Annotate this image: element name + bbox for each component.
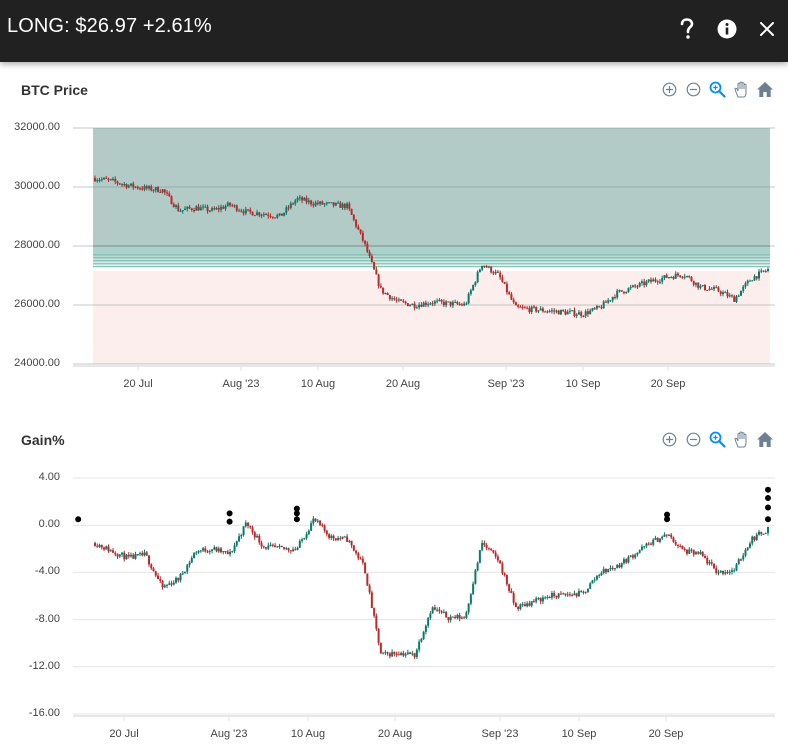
hand-icon <box>733 81 746 97</box>
y-tick-label: -8.00 <box>34 612 60 625</box>
zoom-out-button[interactable] <box>684 430 702 448</box>
candles <box>94 516 769 659</box>
y-tick-label: -16.00 <box>28 707 60 719</box>
close-icon <box>760 22 774 36</box>
y-tick-label: -4.00 <box>34 565 60 578</box>
x-tick-label: 20 Sep <box>648 728 684 740</box>
x-tick-label: Sep '23 <box>487 378 525 390</box>
x-tick-label: Sep '23 <box>481 728 519 740</box>
x-tick-label: Aug '23 <box>210 728 248 740</box>
signal-markers <box>75 486 771 525</box>
gain-panel: Gain% 4.00 0.00 -4.00 -8.00 -12.00 -16.00 20 … <box>0 412 788 753</box>
header-actions <box>676 16 778 42</box>
pan-button[interactable] <box>732 430 750 448</box>
magnifier-icon <box>709 431 726 448</box>
magnifier-icon <box>709 81 726 98</box>
reset-button[interactable] <box>756 80 774 98</box>
signal-marker[interactable] <box>765 504 771 511</box>
close-button[interactable] <box>756 16 778 42</box>
signal-marker[interactable] <box>293 505 300 512</box>
question-icon <box>680 18 694 39</box>
chart-title: Gain% <box>21 432 65 448</box>
help-button[interactable] <box>676 16 698 42</box>
zoom-in-icon <box>662 82 676 96</box>
zoom-out-icon <box>686 432 700 446</box>
signal-marker[interactable] <box>226 518 233 525</box>
y-tick-label: 30000.00 <box>14 180 60 192</box>
y-tick-label: 28000.00 <box>14 239 60 251</box>
btc-price-panel: BTC Price 32000.00 30000.00 28000.00 26000.… <box>0 62 788 412</box>
selection-zoom-button[interactable] <box>708 430 726 448</box>
price-chart-plot[interactable] <box>0 62 788 412</box>
home-icon <box>757 431 773 447</box>
signal-marker[interactable] <box>664 511 671 518</box>
home-icon <box>757 81 773 97</box>
x-tick-label: 20 Aug <box>385 378 421 390</box>
candles <box>94 175 769 319</box>
x-tick-label: 20 Sep <box>650 378 686 390</box>
y-tick-label: 24000.00 <box>14 357 60 369</box>
y-tick-label: 26000.00 <box>14 298 60 310</box>
y-tick-label: 32000.00 <box>14 121 60 133</box>
zoom-out-icon <box>686 82 700 96</box>
signal-marker[interactable] <box>664 516 671 523</box>
x-tick-label: 10 Aug <box>290 728 326 740</box>
x-tick-label: 20 Jul <box>123 378 153 390</box>
position-title: LONG: $26.97 +2.61% <box>7 15 212 37</box>
info-icon <box>717 19 737 39</box>
zoom-in-button[interactable] <box>660 80 678 98</box>
x-tick-label: 10 Aug <box>300 378 336 390</box>
chart-toolbar <box>660 80 774 98</box>
x-tick-label: 10 Sep <box>565 378 601 390</box>
app-header: LONG: $26.97 +2.61% <box>0 0 788 62</box>
y-tick-label: 4.00 <box>38 471 60 483</box>
x-tick-label: 20 Aug <box>377 728 413 740</box>
signal-marker[interactable] <box>226 510 233 517</box>
reset-button[interactable] <box>756 430 774 448</box>
x-tick-label: Aug '23 <box>222 378 260 390</box>
selection-zoom-button[interactable] <box>708 80 726 98</box>
loss-zone <box>93 271 770 364</box>
pan-button[interactable] <box>732 80 750 98</box>
y-tick-label: -12.00 <box>28 659 60 672</box>
chart-toolbar <box>660 430 774 448</box>
y-tick-label: 0.00 <box>38 518 60 531</box>
signal-marker[interactable] <box>765 516 771 523</box>
signal-marker[interactable] <box>293 510 300 517</box>
chart-title: BTC Price <box>21 82 88 98</box>
info-button[interactable] <box>716 16 738 42</box>
x-tick-label: 20 Jul <box>109 728 139 740</box>
x-tick-label: 10 Sep <box>561 728 597 740</box>
zoom-out-button[interactable] <box>684 80 702 98</box>
signal-marker[interactable] <box>765 495 771 502</box>
zoom-in-button[interactable] <box>660 430 678 448</box>
signal-marker[interactable] <box>75 516 82 523</box>
hand-icon <box>733 431 746 447</box>
zoom-in-icon <box>662 432 676 446</box>
signal-marker[interactable] <box>765 486 771 493</box>
signal-marker[interactable] <box>293 516 300 523</box>
gain-chart-plot[interactable] <box>0 412 788 753</box>
profit-zone <box>93 128 770 267</box>
